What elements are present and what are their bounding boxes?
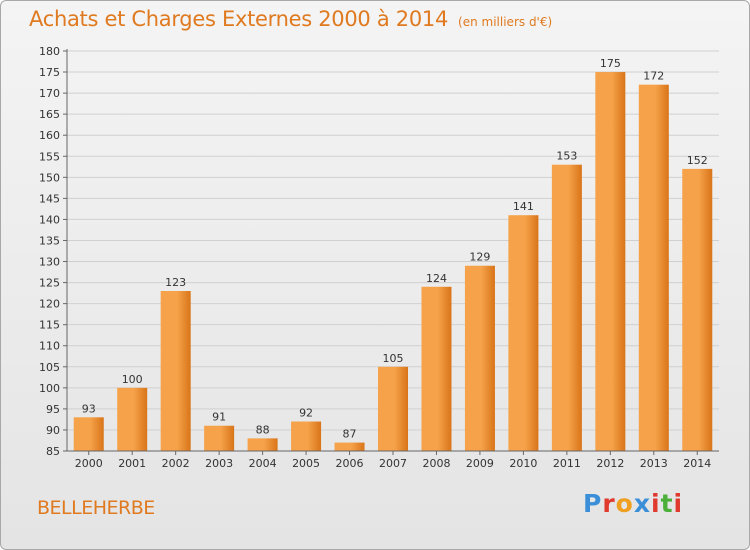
bar-value-label: 87: [343, 428, 357, 441]
bar-value-label: 124: [426, 272, 447, 285]
bar-value-label: 172: [643, 70, 664, 83]
x-tick-label: 2003: [205, 457, 233, 470]
chart-unit-note: (en milliers d'€): [458, 15, 553, 29]
y-tick-label: 90: [46, 424, 60, 437]
y-tick-label: 155: [39, 150, 60, 163]
y-tick-label: 110: [39, 340, 60, 353]
bar: [117, 387, 148, 451]
y-tick-label: 135: [39, 234, 60, 247]
bar-value-label: 91: [212, 411, 226, 424]
x-tick-label: 2007: [379, 457, 407, 470]
bar-value-label: 141: [513, 200, 534, 213]
y-tick-label: 95: [46, 403, 60, 416]
bar: [334, 442, 365, 451]
x-tick-label: 2006: [336, 457, 364, 470]
commune-name: BELLEHERBE: [37, 497, 155, 519]
bar-value-label: 93: [82, 402, 96, 415]
bar: [595, 72, 626, 451]
y-tick-label: 115: [39, 319, 60, 332]
x-tick-label: 2008: [422, 457, 450, 470]
bar-value-label: 123: [165, 276, 186, 289]
logo-letter: t: [660, 489, 674, 518]
y-tick-label: 170: [39, 87, 60, 100]
bar-value-label: 100: [122, 373, 143, 386]
bar-value-label: 105: [383, 352, 404, 365]
x-tick-label: 2011: [553, 457, 581, 470]
x-tick-label: 2014: [683, 457, 711, 470]
y-tick-label: 105: [39, 361, 60, 374]
x-tick-label: 2010: [509, 457, 537, 470]
bar: [204, 425, 235, 451]
y-tick-label: 85: [46, 445, 60, 458]
bar: [421, 286, 452, 451]
logo-letter: i: [651, 489, 661, 518]
chart-title-text: Achats et Charges Externes 2000 à 2014: [29, 7, 449, 31]
x-tick-label: 2001: [118, 457, 146, 470]
bar: [464, 265, 495, 451]
y-tick-label: 160: [39, 129, 60, 142]
bar-value-label: 152: [687, 154, 708, 167]
bar: [638, 84, 669, 452]
bar: [291, 421, 322, 451]
bar: [551, 164, 582, 451]
y-tick-label: 130: [39, 256, 60, 269]
x-tick-label: 2009: [466, 457, 494, 470]
bar-value-label: 88: [256, 423, 270, 436]
chart-title: Achats et Charges Externes 2000 à 2014 (e…: [29, 7, 552, 31]
y-tick-label: 140: [39, 213, 60, 226]
y-tick-label: 100: [39, 382, 60, 395]
x-tick-label: 2012: [596, 457, 624, 470]
x-tick-label: 2000: [75, 457, 103, 470]
y-tick-label: 180: [39, 45, 60, 58]
logo-letter: o: [615, 489, 634, 518]
y-tick-label: 165: [39, 108, 60, 121]
y-tick-label: 150: [39, 171, 60, 184]
logo-letter: r: [602, 489, 616, 518]
y-tick-label: 145: [39, 192, 60, 205]
logo-letter: x: [633, 489, 651, 518]
bar: [378, 366, 408, 451]
y-tick-label: 125: [39, 277, 60, 290]
x-tick-label: 2002: [162, 457, 190, 470]
x-tick-label: 2005: [292, 457, 320, 470]
proxiti-logo: Proxiti: [583, 489, 683, 518]
bar: [160, 291, 191, 451]
x-tick-label: 2004: [249, 457, 277, 470]
y-tick-label: 175: [39, 66, 60, 79]
logo-letter: P: [583, 489, 603, 518]
y-tick-label: 120: [39, 298, 60, 311]
bar: [73, 417, 104, 451]
bar-value-label: 92: [299, 407, 313, 420]
bar: [508, 215, 539, 451]
logo-letter: i: [673, 489, 684, 518]
bar: [682, 168, 713, 452]
x-tick-label: 2013: [640, 457, 668, 470]
bar: [247, 438, 278, 451]
bar-value-label: 129: [469, 251, 490, 264]
bar-value-label: 153: [556, 150, 577, 163]
bar-value-label: 175: [600, 57, 621, 70]
